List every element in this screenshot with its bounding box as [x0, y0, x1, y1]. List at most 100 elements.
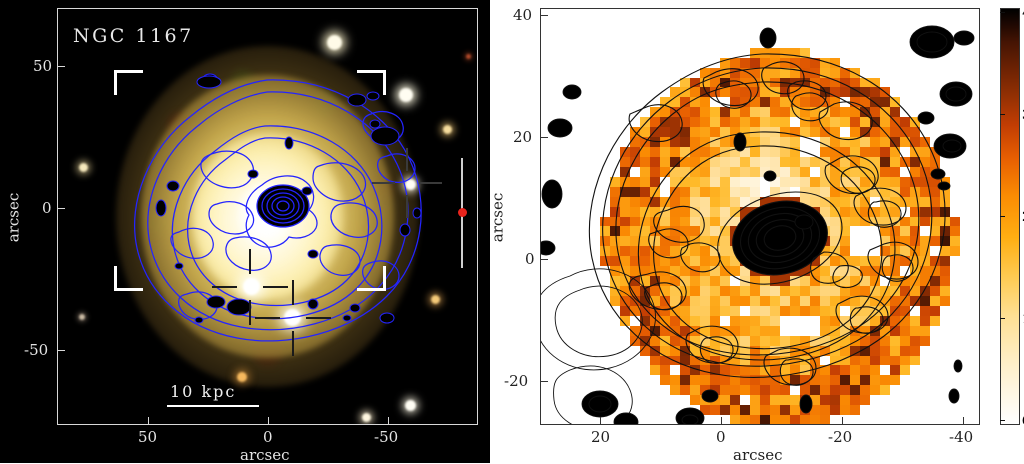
heatmap-pixel: [570, 27, 580, 38]
heatmap-pixel: [630, 276, 640, 286]
heatmap-pixel: [580, 305, 590, 316]
heatmap-pixel: [770, 335, 780, 346]
heatmap-pixel: [960, 335, 970, 346]
heatmap-pixel: [820, 305, 830, 316]
heatmap-pixel: [590, 375, 600, 386]
heatmap-pixel: [770, 385, 780, 396]
heatmap-pixel: [780, 8, 790, 18]
heatmap-pixel: [590, 305, 600, 316]
heatmap-pixel: [580, 166, 590, 177]
heatmap-pixel: [640, 97, 650, 108]
right-plot-area: [540, 8, 980, 425]
heatmap-pixel: [790, 405, 800, 416]
heatmap-pixel: [560, 286, 570, 296]
heatmap-pixel: [630, 335, 640, 346]
heatmap-pixel: [810, 176, 820, 187]
heatmap-pixel: [710, 97, 720, 108]
heatmap-pixel: [900, 186, 910, 197]
heatmap-pixel: [650, 276, 660, 286]
heatmap-pixel: [760, 107, 770, 118]
heatmap-pixel: [830, 77, 840, 88]
heatmap-pixel: [600, 226, 610, 237]
heatmap-pixel: [780, 405, 790, 416]
heatmap-pixel: [580, 345, 590, 356]
heatmap-pixel: [910, 385, 920, 396]
heatmap-pixel: [860, 415, 870, 425]
heatmap-pixel: [720, 176, 730, 187]
heatmap-pixel: [690, 236, 700, 247]
heatmap-pixel: [600, 266, 610, 277]
heatmap-pixel: [620, 355, 630, 366]
heatmap-pixel: [910, 405, 920, 416]
heatmap-pixel: [690, 226, 700, 237]
heatmap-pixel: [780, 166, 790, 177]
heatmap-pixel: [580, 385, 590, 396]
heatmap-pixel: [800, 335, 810, 346]
heatmap-pixel: [730, 206, 740, 217]
heatmap-pixel: [970, 176, 980, 187]
heatmap-pixel: [640, 295, 650, 306]
heatmap-pixel: [860, 27, 870, 38]
heatmap-pixel: [540, 415, 550, 425]
heatmap-pixel: [910, 375, 920, 386]
heatmap-pixel: [940, 355, 950, 366]
heatmap-pixel: [590, 17, 600, 28]
axis-tick: [268, 417, 269, 425]
heatmap-pixel: [970, 17, 980, 28]
heatmap-pixel: [540, 395, 550, 406]
heatmap-pixel: [970, 186, 980, 197]
heatmap-pixel: [630, 355, 640, 366]
heatmap-pixel: [710, 166, 720, 177]
heatmap-pixel: [840, 37, 850, 48]
heatmap-pixel: [750, 335, 760, 346]
heatmap-pixel: [960, 176, 970, 187]
heatmap-pixel: [890, 97, 900, 108]
heatmap-pixel: [870, 47, 880, 58]
heatmap-pixel: [940, 107, 950, 118]
heatmap-pixel: [680, 286, 690, 296]
heatmap-pixel: [560, 385, 570, 396]
heatmap-pixel: [840, 345, 850, 356]
heatmap-pixel: [910, 57, 920, 68]
heatmap-pixel: [560, 47, 570, 58]
heatmap-pixel: [870, 375, 880, 386]
heatmap-pixel: [730, 147, 740, 157]
heatmap-pixel: [860, 8, 870, 18]
heatmap-pixel: [550, 375, 560, 386]
heatmap-pixel: [830, 196, 840, 207]
heatmap-pixel: [930, 276, 940, 286]
right-ytick-label: -20: [504, 372, 529, 390]
heatmap-pixel: [900, 216, 910, 227]
heatmap-pixel: [950, 246, 960, 257]
heatmap-pixel: [830, 395, 840, 406]
left-plot-area: NGC 1167 10 kpc: [57, 8, 478, 425]
heatmap-pixel: [640, 27, 650, 38]
heatmap-pixel: [690, 137, 700, 147]
heatmap-pixel: [760, 17, 770, 28]
heatmap-pixel: [830, 206, 840, 217]
heatmap-pixel: [850, 176, 860, 187]
heatmap-pixel: [580, 375, 590, 386]
heatmap-pixel: [840, 77, 850, 88]
heatmap-pixel: [890, 87, 900, 98]
heatmap-pixel: [840, 276, 850, 286]
heatmap-pixel: [930, 67, 940, 78]
heatmap-pixel: [940, 236, 950, 247]
heatmap-pixel: [920, 246, 930, 257]
heatmap-pixel: [600, 415, 610, 425]
heatmap-pixel: [850, 77, 860, 88]
field-star: [405, 400, 416, 411]
heatmap-pixel: [800, 117, 810, 128]
heatmap-pixel: [820, 335, 830, 346]
heatmap-pixel: [540, 345, 550, 356]
heatmap-pixel: [660, 226, 670, 237]
heatmap-pixel: [540, 47, 550, 58]
axis-tick: [57, 66, 65, 67]
heatmap-pixel: [890, 295, 900, 306]
heatmap-pixel: [900, 405, 910, 416]
heatmap-pixel: [970, 395, 980, 406]
heatmap-pixel: [650, 286, 660, 296]
heatmap-pixel: [550, 57, 560, 68]
heatmap-pixel: [950, 216, 960, 227]
heatmap-pixel: [900, 176, 910, 187]
